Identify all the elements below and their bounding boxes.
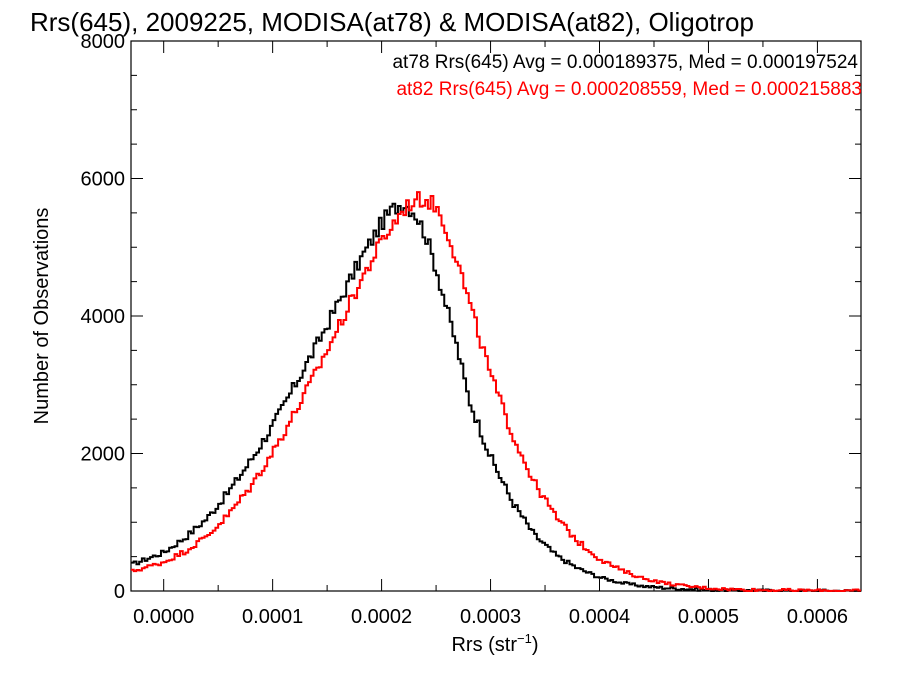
chart-title: Rrs(645), 2009225, MODISA(at78) & MODISA… <box>30 7 754 37</box>
y-tick-label-1: 2000 <box>81 444 126 466</box>
plot-area-frame <box>130 40 862 592</box>
x-axis-label: Rrs (str−1) <box>451 631 538 656</box>
y-tick-label-3: 6000 <box>81 169 126 191</box>
histogram-series-group <box>131 191 861 592</box>
y-axis-label: Number of Observations <box>31 208 53 425</box>
x-tick-label-1: 0.0001 <box>242 606 303 628</box>
x-axis-ticks: 0.0000 0.0001 0.0002 0.0003 0.0004 0.0005 0.00… <box>133 41 848 628</box>
x-tick-label-4: 0.0004 <box>569 606 630 628</box>
x-axis-label-superscript: −1 <box>517 631 532 646</box>
x-tick-label-0: 0.0000 <box>133 606 194 628</box>
x-tick-label-6: 0.0006 <box>787 606 848 628</box>
x-tick-label-3: 0.0003 <box>460 606 521 628</box>
y-tick-label-0: 0 <box>114 581 125 603</box>
legend-entry-at78: at78 Rrs(645) Avg = 0.000189375, Med = 0… <box>392 52 858 73</box>
x-axis-label-close: ) <box>532 634 539 656</box>
y-axis-ticks: 0 2000 4000 6000 8000 <box>81 31 861 603</box>
x-tick-label-5: 0.0005 <box>678 606 739 628</box>
histogram-series-0 <box>131 202 861 592</box>
x-tick-label-2: 0.0002 <box>351 606 412 628</box>
legend-entry-at82: at82 Rrs(645) Avg = 0.000208559, Med = 0… <box>396 79 862 100</box>
y-tick-label-2: 4000 <box>81 306 126 328</box>
x-axis-label-main: Rrs (str <box>451 634 517 656</box>
y-tick-label-4: 8000 <box>81 31 126 53</box>
histogram-series-1 <box>131 191 861 592</box>
